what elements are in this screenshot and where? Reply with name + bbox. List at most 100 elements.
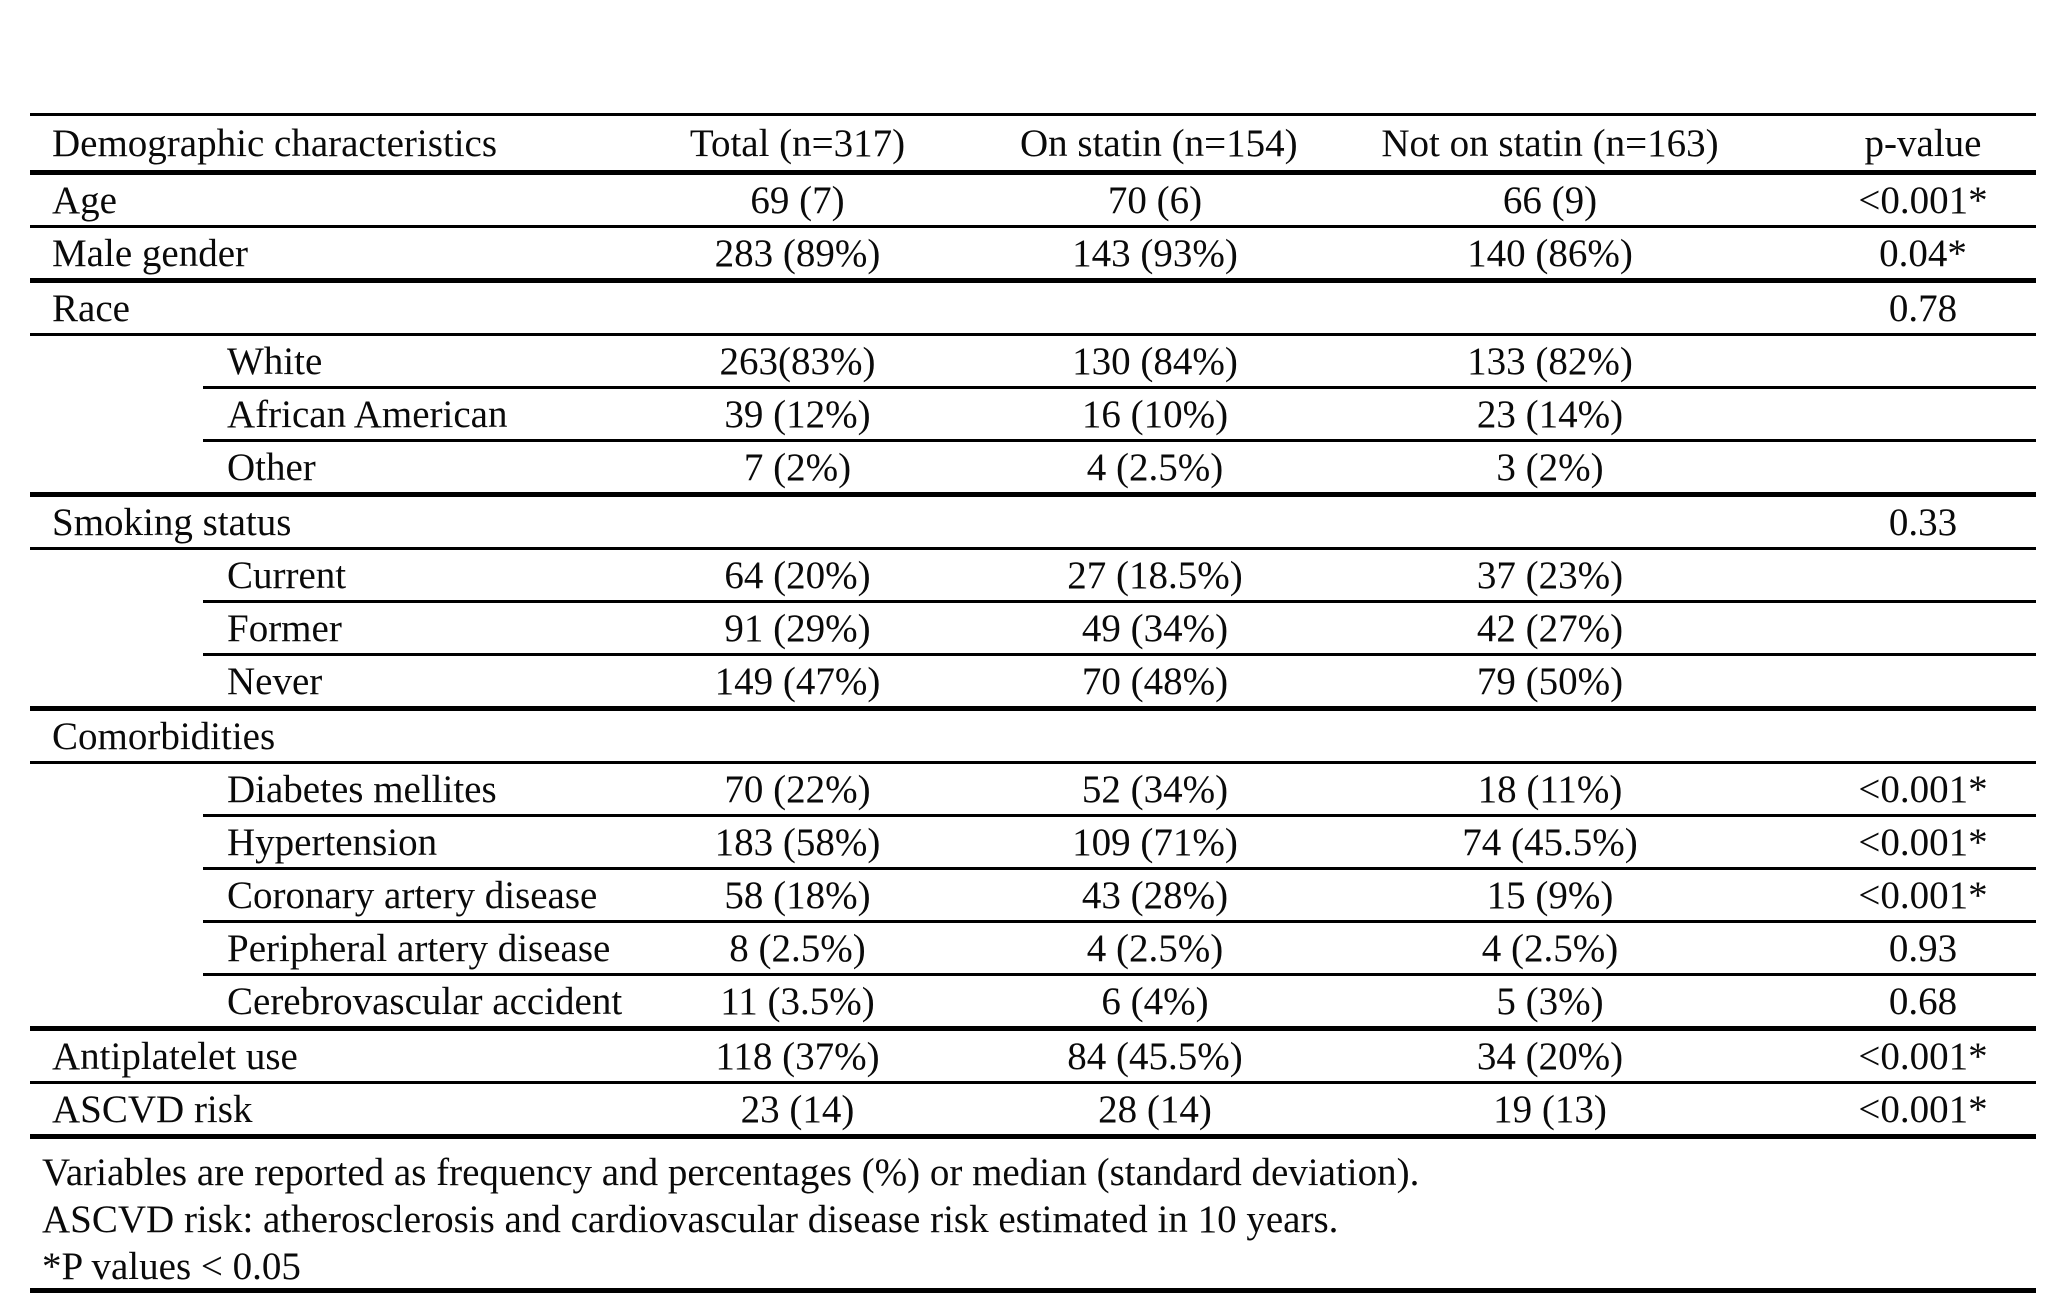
cell-not-on-statin: 4 (2.5%) [1481,926,1619,970]
cell-not-on-statin: 133 (82%) [1467,339,1633,383]
row-divider-indented [203,439,2036,442]
footnote-variables: Variables are reported as frequency and … [42,1151,1420,1194]
cell-total: 118 (37%) [715,1034,880,1078]
cell-not-on-statin: 3 (2%) [1496,445,1604,489]
column-header-p-value: p-value [1864,121,1982,165]
row-divider-indented [203,920,2036,923]
row-label: Former [227,606,342,650]
group-divider [30,492,2036,497]
cell-not-on-statin: 37 (23%) [1476,553,1624,597]
row-label: Diabetes mellites [227,767,497,811]
column-header-characteristics: Demographic characteristics [52,121,498,165]
cell-on-statin: 130 (84%) [1072,339,1238,383]
row-label: Peripheral artery disease [227,926,611,970]
table-header-row: Demographic characteristics Total (n=317… [30,116,2036,170]
cell-on-statin: 143 (93%) [1072,231,1238,275]
cell-on-statin: 16 (10%) [1081,392,1229,436]
cell-p-value: 0.33 [1888,500,1958,544]
cell-on-statin: 84 (45.5%) [1067,1034,1243,1078]
table-row-coronary-artery-disease: Coronary artery disease 58 (18%) 43 (28%… [30,870,2036,920]
table-row-peripheral-artery-disease: Peripheral artery disease 8 (2.5%) 4 (2.… [30,923,2036,973]
table-row-current-smoker: Current 64 (20%) 27 (18.5%) 37 (23%) [30,550,2036,600]
cell-total: 39 (12%) [724,392,871,436]
cell-total: 58 (18%) [724,873,871,917]
table-row-race: Race 0.78 [30,283,2036,333]
table-row-hypertension: Hypertension 183 (58%) 109 (71%) 74 (45.… [30,817,2036,867]
cell-total: 149 (47%) [714,659,881,703]
row-label: Current [227,553,347,597]
row-divider [30,225,2036,228]
group-divider [30,1026,2036,1031]
page: { "colors": {"background": "#ffffff", "t… [30,113,2036,1293]
cell-not-on-statin: 34 (20%) [1476,1034,1624,1078]
cell-on-statin: 4 (2.5%) [1086,445,1224,489]
table-row-other-race: Other 7 (2%) 4 (2.5%) 3 (2%) [30,442,2036,492]
column-header-not-on-statin: Not on statin (n=163) [1381,121,1719,165]
row-label: Antiplatelet use [52,1034,298,1078]
cell-not-on-statin: 42 (27%) [1476,606,1624,650]
table-bottom-border [30,1288,2036,1293]
table-row-age: Age 69 (7) 70 (6) 66 (9) <0.001* [30,175,2036,225]
cell-on-statin: 52 (34%) [1081,767,1229,811]
cell-not-on-statin: 23 (14%) [1476,392,1624,436]
cell-p-value: <0.001* [1858,767,1988,811]
cell-p-value: 0.78 [1888,286,1958,330]
row-divider-indented [203,867,2036,870]
cell-not-on-statin: 74 (45.5%) [1462,820,1638,864]
row-label: Male gender [52,231,248,275]
table-row-ascvd-risk: ASCVD risk 23 (14) 28 (14) 19 (13) <0.00… [30,1084,2036,1134]
row-label: African American [227,392,508,436]
cell-on-statin: 4 (2.5%) [1086,926,1224,970]
row-label: Never [227,659,323,703]
cell-p-value: <0.001* [1858,820,1988,864]
row-label: White [227,339,323,383]
column-header-total: Total (n=317) [689,121,906,165]
cell-on-statin: 6 (4%) [1101,979,1209,1023]
cell-p-value: <0.001* [1858,1034,1988,1078]
row-divider [30,1081,2036,1084]
table-row-african-american: African American 39 (12%) 16 (10%) 23 (1… [30,389,2036,439]
cell-on-statin: 43 (28%) [1081,873,1229,917]
row-label: Comorbidities [52,714,276,758]
table-top-border [30,113,2036,116]
cell-on-statin: 70 (6) [1107,178,1203,222]
row-label: Age [52,178,117,222]
table-row-diabetes: Diabetes mellites 70 (22%) 52 (34%) 18 (… [30,764,2036,814]
row-divider [30,333,2036,336]
table-footnotes: Variables are reported as frequency and … [30,1139,2036,1288]
table-row-former-smoker: Former 91 (29%) 49 (34%) 42 (27%) [30,603,2036,653]
cell-p-value: <0.001* [1858,178,1988,222]
row-divider-indented [203,814,2036,817]
group-divider [30,706,2036,711]
cell-not-on-statin: 5 (3%) [1496,979,1604,1023]
row-label: Coronary artery disease [227,873,598,917]
table-row-smoking-status: Smoking status 0.33 [30,497,2036,547]
footnote-p-value: *P values < 0.05 [42,1245,301,1288]
row-label: ASCVD risk [52,1087,253,1131]
row-divider-indented [203,386,2036,389]
cell-p-value: 0.04* [1879,231,1967,275]
cell-total: 263(83%) [719,339,876,383]
cell-total: 183 (58%) [714,820,881,864]
table-row-male-gender: Male gender 283 (89%) 143 (93%) 140 (86%… [30,228,2036,278]
group-divider [30,278,2036,283]
cell-total: 69 (7) [750,178,845,222]
cell-total: 8 (2.5%) [729,926,866,970]
cell-total: 70 (22%) [724,767,871,811]
cell-p-value: <0.001* [1858,1087,1988,1131]
cell-on-statin: 70 (48%) [1081,659,1229,703]
cell-p-value: 0.93 [1888,926,1958,970]
row-label: Race [52,286,130,330]
cell-on-statin: 109 (71%) [1072,820,1238,864]
row-label: Smoking status [52,500,292,544]
table-row-cerebrovascular-accident: Cerebrovascular accident 11 (3.5%) 6 (4%… [30,976,2036,1026]
cell-on-statin: 49 (34%) [1081,606,1229,650]
table-row-antiplatelet-use: Antiplatelet use 118 (37%) 84 (45.5%) 34… [30,1031,2036,1081]
row-label: Cerebrovascular accident [227,979,623,1023]
column-header-on-statin: On statin (n=154) [1020,121,1298,165]
cell-not-on-statin: 15 (9%) [1486,873,1614,917]
row-label: Other [227,445,316,489]
table-row-comorbidities: Comorbidities [30,711,2036,761]
cell-not-on-statin: 66 (9) [1502,178,1598,222]
row-divider-indented [203,973,2036,976]
